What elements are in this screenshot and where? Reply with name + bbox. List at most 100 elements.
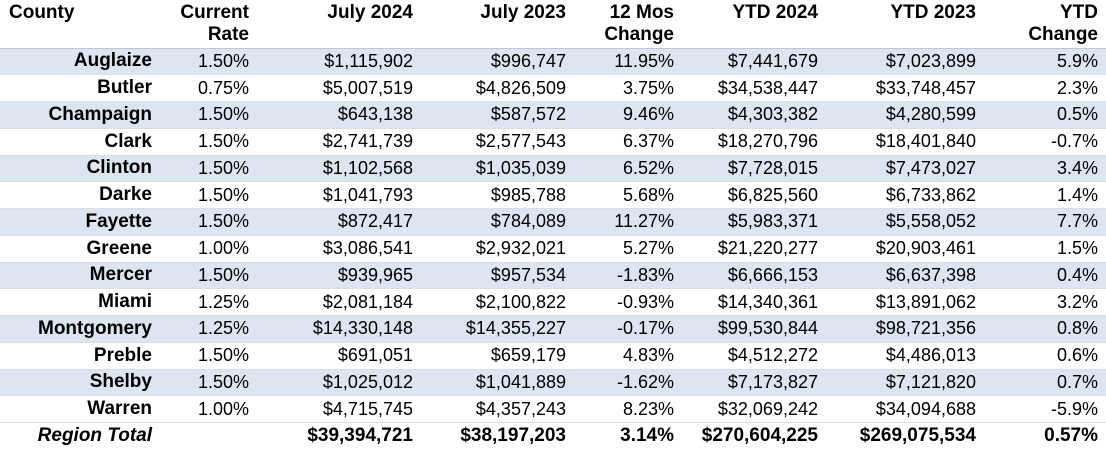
cell-july-2023: $957,534: [421, 262, 574, 290]
cell-12-mos-change: 11.95%: [574, 48, 682, 76]
total-ytd-change: 0.57%: [984, 422, 1106, 450]
cell-12-mos-change: -0.17%: [574, 315, 682, 343]
cell-ytd-change: 3.2%: [984, 288, 1106, 316]
region-total-row: Region Total $39,394,721 $38,197,203 3.14% $…: [0, 422, 1106, 450]
table-row: Darke 1.50% $1,041,793 $985,788 5.68% $6,825,…: [0, 181, 1106, 209]
cell-current-rate: 1.00%: [160, 235, 257, 263]
cell-county: Shelby: [0, 369, 160, 397]
header-july-2024: July 2024: [257, 0, 421, 49]
cell-current-rate: 1.00%: [160, 395, 257, 423]
cell-july-2023: $2,932,021: [421, 235, 574, 263]
table-row: Butler 0.75% $5,007,519 $4,826,509 3.75% $34,…: [0, 74, 1106, 102]
table-row: Preble 1.50% $691,051 $659,179 4.83% $4,512,2…: [0, 342, 1106, 370]
table-row: Mercer 1.50% $939,965 $957,534 -1.83% $6,666,…: [0, 262, 1106, 290]
cell-current-rate: 1.50%: [160, 342, 257, 370]
cell-ytd-2024: $6,825,560: [682, 181, 826, 209]
cell-ytd-2023: $13,891,062: [826, 288, 984, 316]
header-ytd-2023: YTD 2023: [826, 0, 984, 49]
cell-july-2023: $985,788: [421, 181, 574, 209]
cell-ytd-2024: $21,220,277: [682, 235, 826, 263]
cell-ytd-2024: $7,728,015: [682, 155, 826, 183]
cell-12-mos-change: 4.83%: [574, 342, 682, 370]
cell-july-2024: $872,417: [257, 208, 421, 236]
table-row: Warren 1.00% $4,715,745 $4,357,243 8.23% $32,…: [0, 395, 1106, 423]
table-row: Champaign 1.50% $643,138 $587,572 9.46% $4,30…: [0, 101, 1106, 129]
cell-ytd-2024: $32,069,242: [682, 395, 826, 423]
cell-ytd-2023: $20,903,461: [826, 235, 984, 263]
cell-ytd-2023: $34,094,688: [826, 395, 984, 423]
cell-county: Butler: [0, 74, 160, 102]
cell-current-rate: 1.25%: [160, 315, 257, 343]
total-current-rate: [160, 422, 257, 450]
cell-ytd-2024: $5,983,371: [682, 208, 826, 236]
cell-july-2023: $659,179: [421, 342, 574, 370]
cell-july-2024: $1,025,012: [257, 369, 421, 397]
cell-ytd-2024: $6,666,153: [682, 262, 826, 290]
table-row: Fayette 1.50% $872,417 $784,089 11.27% $5,983…: [0, 208, 1106, 236]
cell-ytd-change: 5.9%: [984, 48, 1106, 76]
cell-ytd-2024: $34,538,447: [682, 74, 826, 102]
cell-ytd-change: 0.6%: [984, 342, 1106, 370]
cell-july-2023: $14,355,227: [421, 315, 574, 343]
cell-12-mos-change: -1.62%: [574, 369, 682, 397]
cell-ytd-2024: $99,530,844: [682, 315, 826, 343]
cell-july-2023: $587,572: [421, 101, 574, 129]
cell-july-2024: $691,051: [257, 342, 421, 370]
cell-county: Montgomery: [0, 315, 160, 343]
cell-current-rate: 1.50%: [160, 369, 257, 397]
cell-july-2024: $5,007,519: [257, 74, 421, 102]
cell-current-rate: 1.50%: [160, 101, 257, 129]
cell-ytd-2023: $6,637,398: [826, 262, 984, 290]
cell-county: Champaign: [0, 101, 160, 129]
cell-july-2024: $14,330,148: [257, 315, 421, 343]
header-july-2023: July 2023: [421, 0, 574, 49]
cell-ytd-2024: $18,270,796: [682, 128, 826, 156]
cell-july-2023: $4,826,509: [421, 74, 574, 102]
cell-ytd-2023: $4,280,599: [826, 101, 984, 129]
cell-12-mos-change: 6.52%: [574, 155, 682, 183]
table-row: Miami 1.25% $2,081,184 $2,100,822 -0.93% $14,…: [0, 288, 1106, 316]
cell-12-mos-change: 5.68%: [574, 181, 682, 209]
cell-county: Miami: [0, 288, 160, 316]
tax-revenue-table: County Current Rate July 2024 July 2023 1…: [0, 0, 1106, 450]
cell-ytd-change: 0.5%: [984, 101, 1106, 129]
cell-county: Preble: [0, 342, 160, 370]
header-current-rate: Current Rate: [160, 0, 257, 49]
cell-ytd-2024: $14,340,361: [682, 288, 826, 316]
table-row: Clinton 1.50% $1,102,568 $1,035,039 6.52% $7,…: [0, 155, 1106, 183]
cell-ytd-change: 2.3%: [984, 74, 1106, 102]
cell-ytd-2024: $4,303,382: [682, 101, 826, 129]
cell-ytd-2023: $18,401,840: [826, 128, 984, 156]
cell-ytd-change: 0.4%: [984, 262, 1106, 290]
cell-ytd-2023: $6,733,862: [826, 181, 984, 209]
cell-july-2024: $939,965: [257, 262, 421, 290]
cell-ytd-change: 0.7%: [984, 369, 1106, 397]
cell-current-rate: 1.50%: [160, 155, 257, 183]
cell-ytd-2024: $7,441,679: [682, 48, 826, 76]
cell-july-2024: $643,138: [257, 101, 421, 129]
table-row: Montgomery 1.25% $14,330,148 $14,355,227 -0.…: [0, 315, 1106, 343]
cell-ytd-change: 7.7%: [984, 208, 1106, 236]
cell-ytd-change: -5.9%: [984, 395, 1106, 423]
total-12-mos-change: 3.14%: [574, 422, 682, 450]
cell-12-mos-change: 8.23%: [574, 395, 682, 423]
cell-july-2023: $4,357,243: [421, 395, 574, 423]
cell-july-2024: $2,741,739: [257, 128, 421, 156]
cell-current-rate: 1.50%: [160, 181, 257, 209]
cell-ytd-change: 0.8%: [984, 315, 1106, 343]
cell-current-rate: 1.50%: [160, 48, 257, 76]
cell-ytd-2023: $33,748,457: [826, 74, 984, 102]
total-july-2024: $39,394,721: [257, 422, 421, 450]
header-12-mos-change: 12 Mos Change: [574, 0, 682, 49]
cell-ytd-change: -0.7%: [984, 128, 1106, 156]
cell-current-rate: 1.50%: [160, 262, 257, 290]
header-ytd-2024: YTD 2024: [682, 0, 826, 49]
cell-july-2023: $996,747: [421, 48, 574, 76]
table-row: Auglaize 1.50% $1,115,902 $996,747 11.95% $7,…: [0, 48, 1106, 76]
total-ytd-2023: $269,075,534: [826, 422, 984, 450]
cell-12-mos-change: -0.93%: [574, 288, 682, 316]
cell-12-mos-change: -1.83%: [574, 262, 682, 290]
cell-12-mos-change: 5.27%: [574, 235, 682, 263]
cell-12-mos-change: 11.27%: [574, 208, 682, 236]
table-row: Greene 1.00% $3,086,541 $2,932,021 5.27% $21,…: [0, 235, 1106, 263]
